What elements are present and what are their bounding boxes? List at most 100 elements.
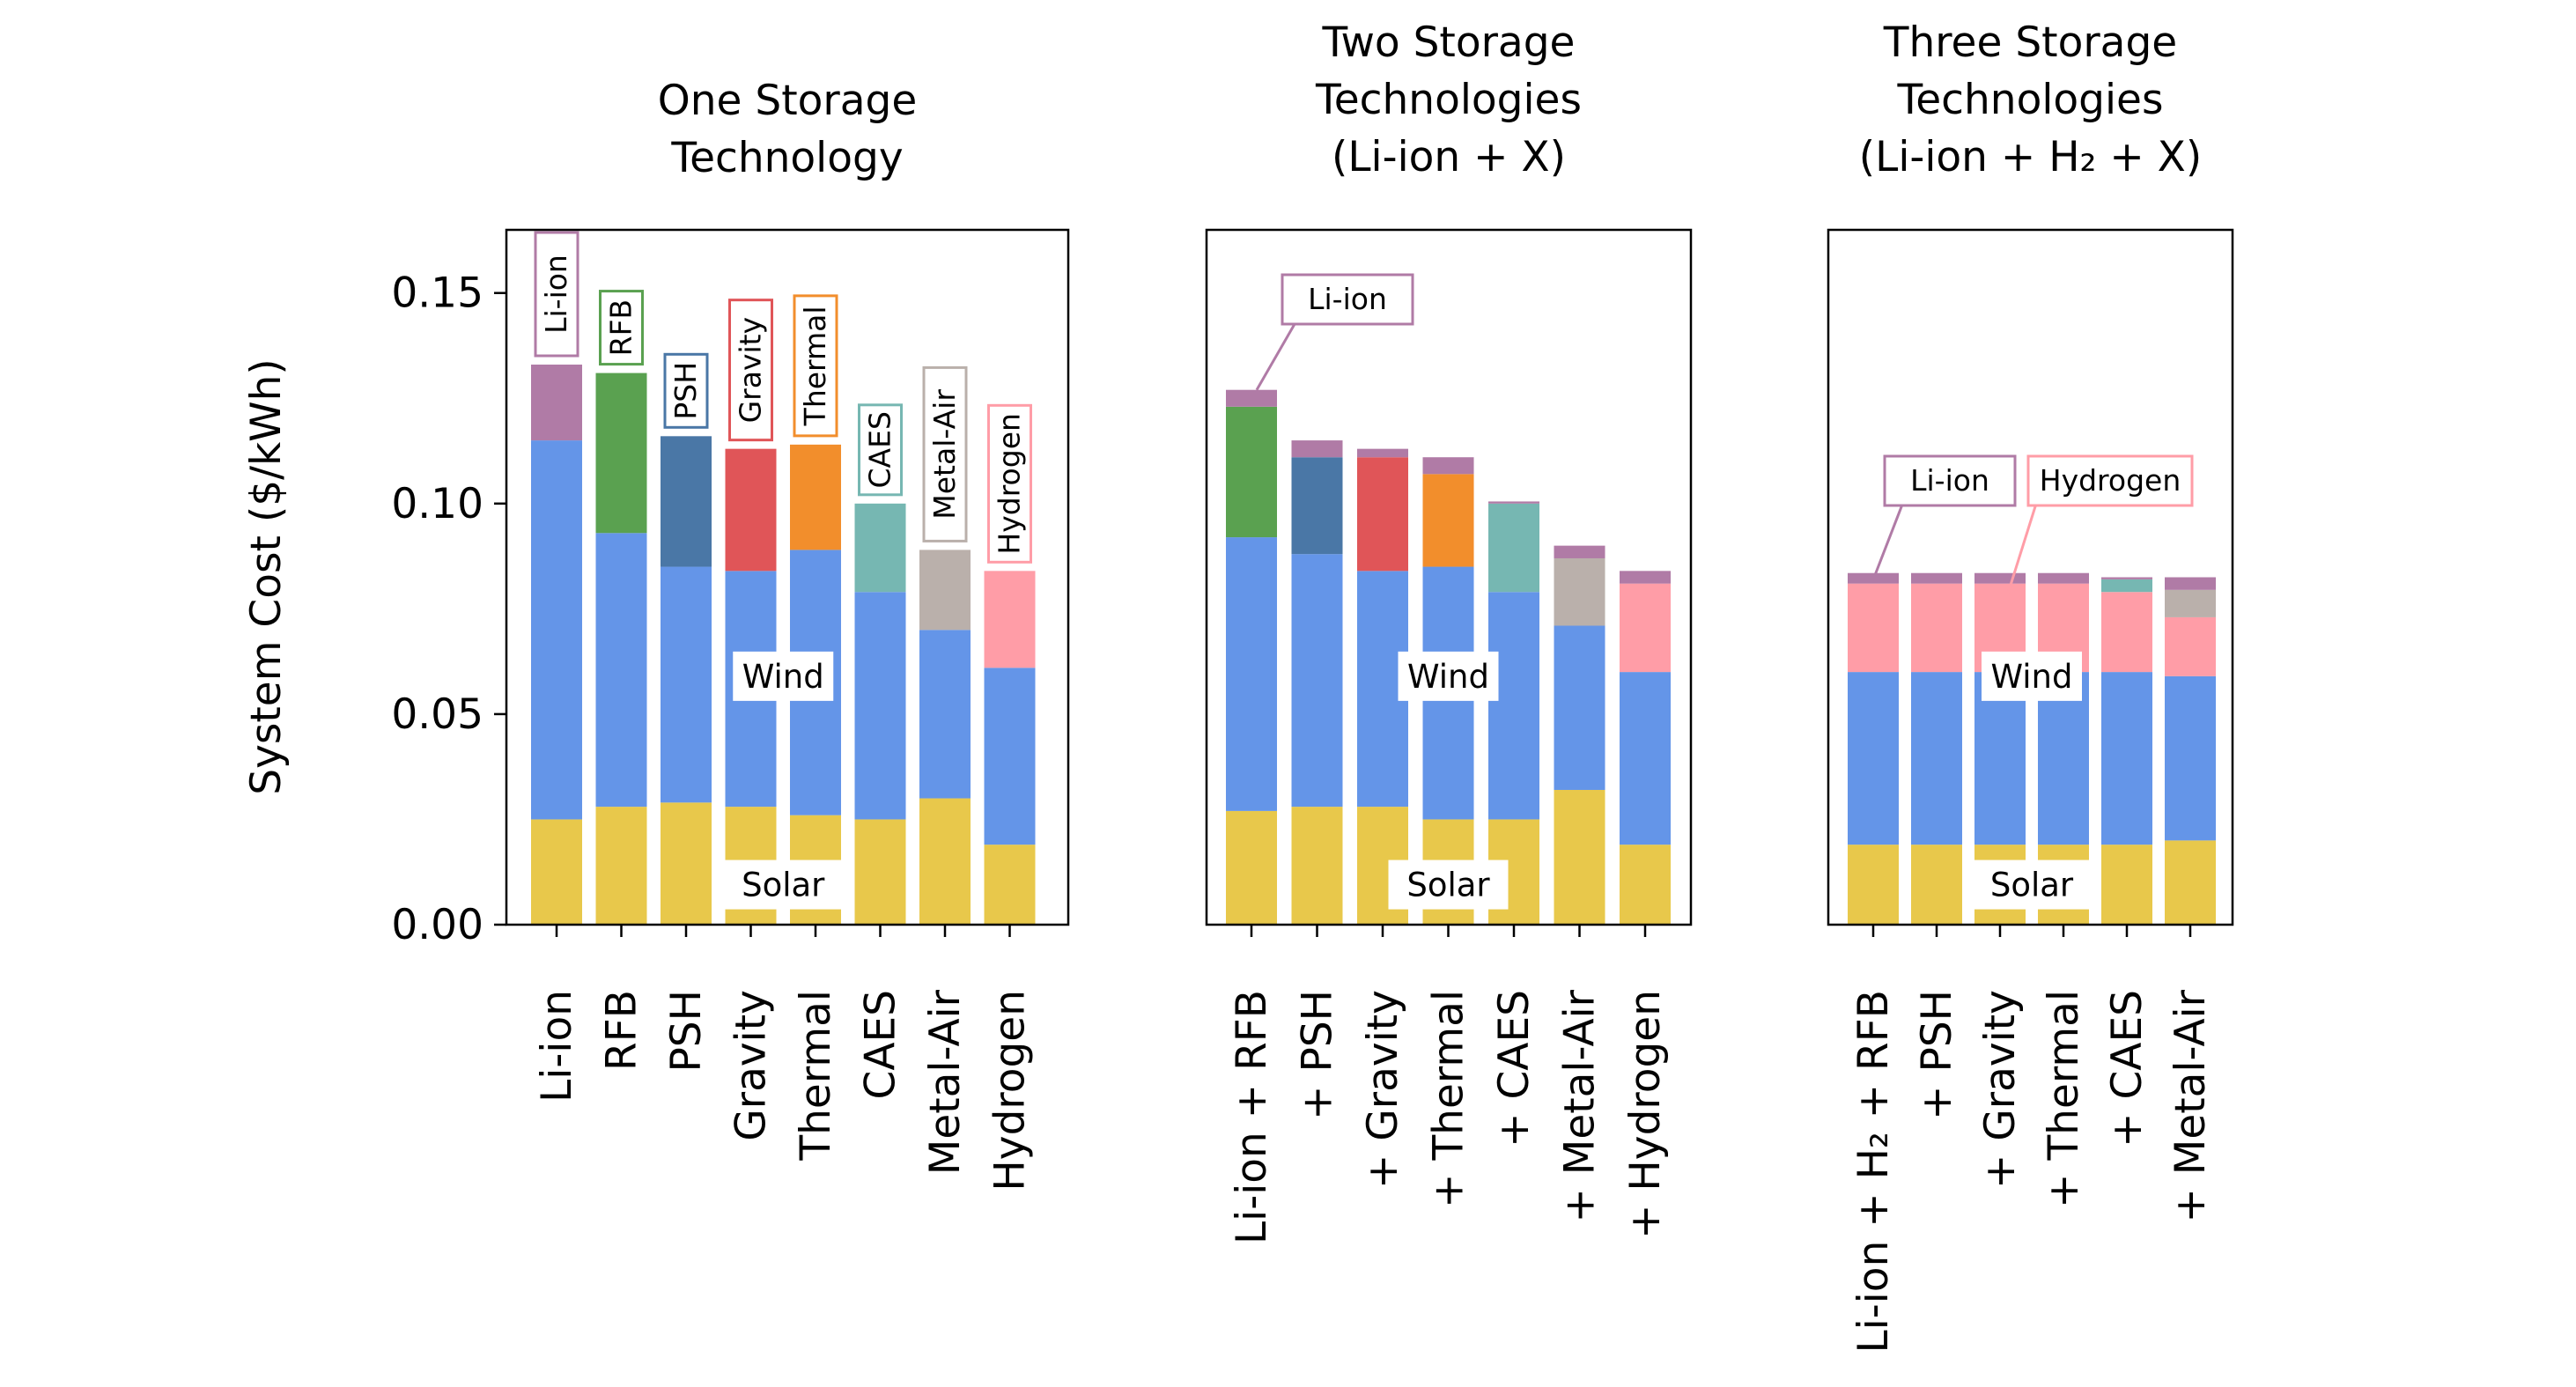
tech-box-label-frame (922, 365, 968, 542)
bar-solar-segment (2165, 840, 2216, 925)
bar-caes-segment (1488, 503, 1539, 593)
x-tick-label: + Metal-Air (2166, 989, 2215, 1222)
bar-hydrogen-segment (1911, 583, 1962, 673)
x-tick-label: CAES (857, 990, 905, 1100)
tech-box-label: Metal-Air (922, 365, 968, 542)
panel-frame (1827, 228, 2234, 926)
tech-box-label-frame (858, 403, 903, 497)
x-tick-label: Li-ion + H₂ + RFB (1849, 990, 1898, 1353)
panel-title-line: Technologies (1315, 76, 1582, 124)
bar-li-ion-segment (1291, 440, 1343, 458)
tech-box-label-text: Hydrogen (993, 413, 1027, 555)
bar-solar-segment (1911, 845, 1962, 925)
callout-li-ion-text: Li-ion (1910, 463, 1989, 498)
panel-frame (1205, 228, 1693, 926)
bar-wind-segment (2165, 675, 2216, 841)
tech-box-label: CAES (858, 403, 903, 497)
panel-title-line: Technologies (1897, 76, 2164, 124)
callout-li-ion: Li-ion (1281, 273, 1414, 326)
y-tick-label: 0.10 (391, 480, 483, 528)
tech-box-label-frame (793, 294, 838, 438)
x-tick-label: Thermal (792, 990, 840, 1162)
x-tick-label: Metal-Air (921, 989, 970, 1175)
y-axis-label: System Cost ($/kWh) (242, 358, 291, 795)
callout-leader (1873, 492, 1908, 576)
bar-solar-segment (531, 819, 582, 925)
wind-label: Wind (733, 651, 834, 701)
bar-li-ion-segment (1357, 448, 1408, 458)
bar-gravity-segment (725, 448, 777, 572)
x-tick-label: + CAES (1490, 990, 1539, 1147)
x-tick-label: PSH (662, 990, 711, 1073)
bar-wind-segment (1911, 672, 1962, 845)
bar-metal-air-segment (2165, 589, 2216, 617)
bar-psh-segment (1291, 457, 1343, 555)
bar-solar-segment (1620, 845, 1671, 925)
tech-box-label-text: PSH (668, 362, 703, 420)
bar-solar-segment (984, 845, 1036, 925)
tech-box-label-text: Metal-Air (927, 389, 962, 520)
x-tick-label: Gravity (727, 990, 776, 1141)
bar-solar-segment (2101, 845, 2152, 925)
bar-rfb-segment (595, 373, 647, 534)
tech-box-label: Hydrogen (987, 403, 1032, 564)
bar-wind-segment (1620, 672, 1671, 845)
bar-metal-air-segment (1554, 557, 1605, 626)
bar-solar-segment (595, 807, 647, 925)
bar-li-ion-segment (1848, 572, 1899, 584)
bar-wind-segment (2101, 672, 2152, 845)
solar-label-box (1388, 859, 1509, 910)
panel-frame (505, 228, 1070, 926)
callout-leader (1255, 323, 1296, 391)
bar-solar-segment (854, 819, 906, 925)
solar-label-text: Solar (1406, 867, 1490, 904)
bar-hydrogen-segment (2165, 616, 2216, 676)
bar-li-ion-segment (1911, 572, 1962, 584)
bar-solar-segment (1291, 807, 1343, 925)
bar-li-ion-segment (531, 365, 582, 441)
bar-li-ion-segment (1226, 389, 1277, 407)
bar-solar-segment (1554, 789, 1605, 925)
x-tick-label: + PSH (1913, 990, 1961, 1120)
tech-box-label: Gravity (728, 299, 773, 442)
y-tick-label: 0.05 (391, 690, 483, 739)
bar-wind-segment (984, 668, 1036, 845)
x-tick-label: + Thermal (2040, 990, 2088, 1208)
wind-label-text: Wind (1407, 658, 1489, 696)
tech-box-label-text: RFB (604, 299, 638, 357)
x-tick-label: Li-ion + RFB (1228, 990, 1276, 1244)
bar-caes-segment (854, 503, 906, 593)
x-tick-label: Hydrogen (986, 990, 1035, 1191)
callout-hydrogen-box (2026, 454, 2194, 507)
tech-box-label-text: CAES (863, 411, 897, 488)
panel-title-line: Two Storage (1322, 18, 1576, 67)
bar-wind-segment (531, 440, 582, 820)
tech-box-label: PSH (663, 352, 709, 429)
solar-label-text: Solar (742, 867, 825, 904)
bar-psh-segment (661, 436, 712, 567)
x-tick-label: + Thermal (1425, 990, 1473, 1208)
panel-title-line: Three Storage (1883, 18, 2177, 67)
bar-li-ion-segment (1554, 545, 1605, 558)
solar-label: Solar (1972, 859, 2092, 910)
bar-wind-segment (854, 592, 906, 820)
bar-wind-segment (661, 566, 712, 803)
bar-wind-segment (1488, 592, 1539, 820)
wind-label-box (1398, 651, 1499, 701)
callout-li-ion-box (1281, 273, 1414, 326)
solar-label-box (1972, 859, 2092, 910)
x-tick-label: + Metal-Air (1556, 989, 1605, 1222)
bar-wind-segment (919, 630, 971, 799)
bar-rfb-segment (1226, 406, 1277, 538)
callout-li-ion-box (1883, 454, 2017, 507)
bar-solar-segment (1226, 810, 1277, 925)
tech-box-label-text: Thermal (798, 306, 832, 426)
callout-li-ion-text: Li-ion (1308, 282, 1387, 316)
wind-label-text: Wind (742, 658, 824, 696)
tech-box-label-frame (599, 290, 644, 366)
bar-solar-segment (919, 798, 971, 925)
solar-label-box (723, 859, 844, 910)
bar-hydrogen-segment (2101, 592, 2152, 673)
bar-hydrogen-segment (1848, 583, 1899, 673)
tech-box-label: Li-ion (534, 231, 579, 358)
